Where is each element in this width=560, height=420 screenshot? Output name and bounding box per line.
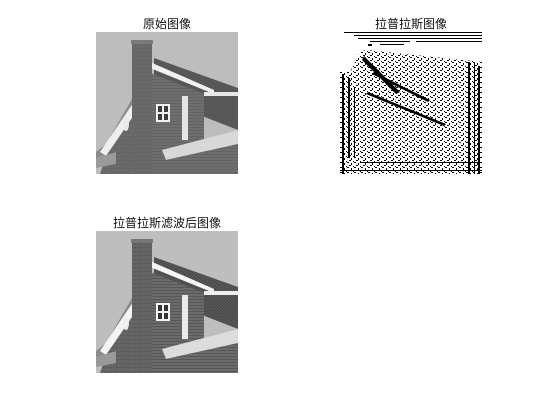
panel-title-laplacian: 拉普拉斯图像: [374, 17, 447, 31]
panel-title-original: 原始图像: [142, 17, 191, 31]
laplacian-image: [340, 32, 482, 174]
laplacian-filtered-image: [96, 231, 238, 373]
panel-title-filtered: 拉普拉斯滤波后图像: [112, 216, 221, 230]
original-house-image: [96, 32, 238, 174]
